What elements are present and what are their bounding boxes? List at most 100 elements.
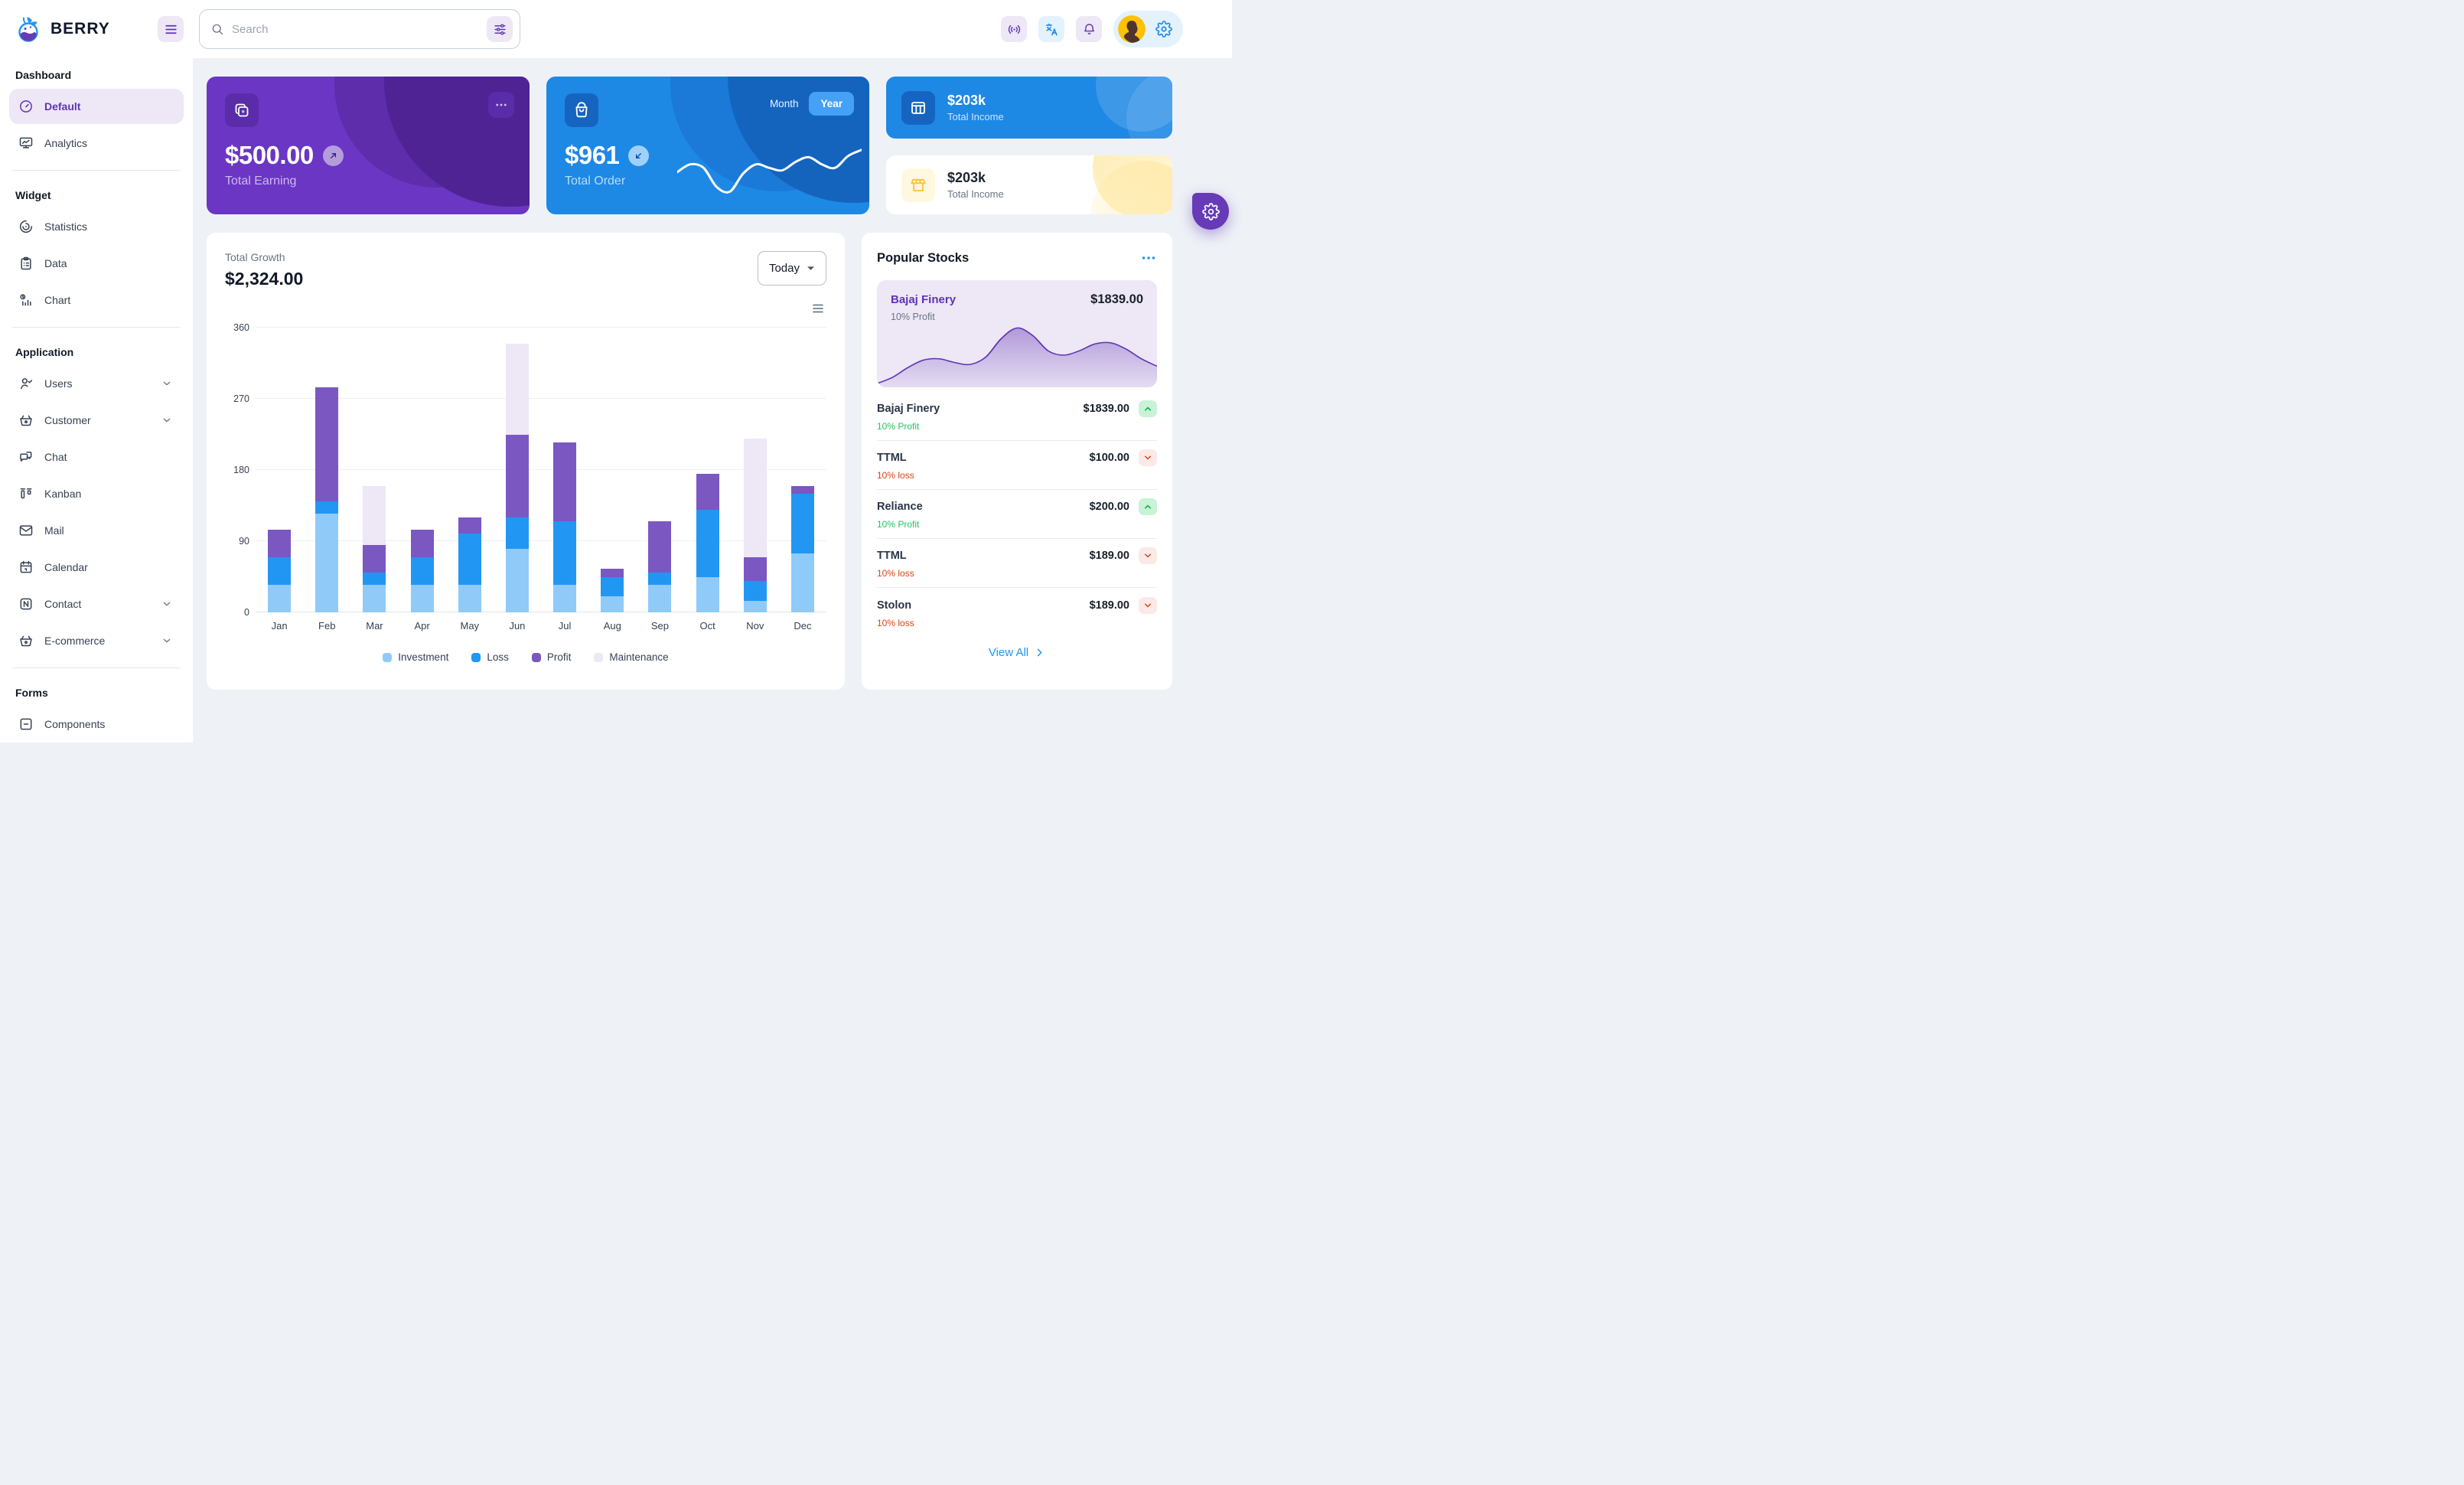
year-toggle-button[interactable]: Year [809,92,854,116]
stacked-bar [315,387,339,612]
month-toggle-button[interactable]: Month [769,98,799,109]
y-axis-tick-label: 0 [244,607,249,618]
sidebar-item-chart[interactable]: Chart [9,282,184,318]
stock-name: TTML [877,452,907,464]
sidebar-item-label: Customer [44,414,91,426]
sidebar-divider [12,327,181,328]
legend-label: Profit [546,651,572,663]
sidebar: Dashboard Default Analytics Widget Statistic… [0,58,193,742]
bar-segment-profit [410,529,434,557]
bar-segment-profit [505,434,529,518]
chevron-down-icon [161,414,173,426]
growth-label: Total Growth [225,251,285,263]
bar-segment-profit [696,474,719,510]
y-axis-tick-label: 90 [239,536,249,547]
contact-icon [18,596,34,612]
order-range-toggle: Month Year [762,92,854,116]
legend-item-investment[interactable]: Investment [383,651,448,663]
bar-segment-profit [315,387,339,502]
bar-column-dec [779,328,826,612]
stacked-bar [743,438,767,612]
profile-menu[interactable] [1113,11,1183,47]
chevron-down-icon [1139,596,1157,614]
charts-row: Total Growth $2,324.00 Today 0 90 180 270 36… [207,233,1172,690]
sidebar-item-calendar[interactable]: Calendar [9,550,184,585]
sidebar-item-default[interactable]: Default [9,89,184,124]
broadcast-icon[interactable] [1001,16,1027,42]
sidebar-item-contact[interactable]: Contact [9,586,184,622]
arrow-down-left-icon [628,145,650,166]
chart-menu-icon[interactable] [811,302,825,315]
gear-icon[interactable] [1155,21,1172,38]
brand-name: BERRY [51,20,110,38]
stock-change: 10% Profit [877,519,920,530]
translate-icon[interactable] [1038,16,1064,42]
sidebar-item-mail[interactable]: Mail [9,513,184,548]
stacked-bar [410,529,434,612]
growth-bar-chart: 0 90 180 270 360 [233,322,826,618]
sidebar-item-label: Contact [44,598,82,610]
search-input[interactable] [224,22,487,36]
total-income-card-light: $203k Total Income [886,155,1172,214]
x-axis-label: Mar [366,620,383,632]
view-all-link[interactable]: View All [877,646,1157,659]
sliders-icon[interactable] [487,16,513,42]
range-select[interactable]: Today [757,251,826,286]
legend-item-maintenance[interactable]: Maintenance [594,651,669,663]
sidebar-item-analytics[interactable]: Analytics [9,126,184,161]
menu-icon[interactable] [158,16,184,42]
bar-column-oct [684,328,732,612]
stock-name: Reliance [877,501,923,513]
earning-more-button[interactable] [488,92,514,118]
bell-icon[interactable] [1076,16,1102,42]
customizer-fab[interactable] [1192,193,1229,230]
stacked-bar [505,343,529,612]
stock-row-reliance: Reliance $200.00 10% Profit [877,490,1157,539]
legend-swatch [383,652,393,662]
gridline [256,540,826,541]
legend-item-profit[interactable]: Profit [531,651,572,663]
sidebar-item-chat[interactable]: Chat [9,439,184,475]
bar-column-nov [732,328,779,612]
order-sparkline [677,148,862,194]
x-axis-label: Feb [318,620,336,632]
sidebar-item-label: Data [44,257,67,269]
legend-item-loss[interactable]: Loss [471,651,509,663]
stock-price: $189.00 [1089,550,1129,562]
sidebar-item-statistics[interactable]: Statistics [9,209,184,244]
sidebar-item-label: Mail [44,524,64,537]
stock-row-stolon: Stolon $189.00 10% loss [877,588,1157,637]
caret-down-icon [807,266,815,271]
main-content: $500.00 Total Earning Month Year $961 To… [193,58,1232,742]
bar-segment-profit [363,545,386,573]
sidebar-item-kanban[interactable]: Kanban [9,476,184,511]
stock-name: Stolon [877,599,912,612]
gridline [256,327,826,328]
x-axis-label: Apr [414,620,430,632]
bar-segment-loss [601,576,624,597]
mail-icon [18,523,34,538]
bar-segment-investment [790,553,814,612]
storefront-icon [901,168,935,202]
sidebar-item-users[interactable]: Users [9,366,184,401]
sidebar-divider [12,170,181,171]
sidebar-item-label: Components [44,718,106,730]
x-axis-label: Dec [794,620,812,632]
header: BERRY [0,0,1232,58]
sidebar-item-customer[interactable]: Customer [9,403,184,438]
income-light-amount: $203k [947,170,986,185]
bar-segment-profit [648,521,672,573]
header-left: BERRY [0,15,193,43]
sidebar-item-data[interactable]: Data [9,246,184,281]
bar-segment-investment [505,549,529,612]
growth-x-axis-labels: Jan Feb Mar Apr May Jun Jul Aug Sep Oct Nov Dec [256,620,826,632]
stacked-bar [458,517,481,612]
logo[interactable]: BERRY [15,15,110,43]
order-label: Total Order [565,175,626,188]
bag-icon [565,93,598,127]
sidebar-item-components[interactable]: Components [9,707,184,742]
sidebar-item-e-commerce[interactable]: E-commerce [9,623,184,658]
popular-stocks-title: Popular Stocks [877,250,970,265]
sidebar-item-label: E-commerce [44,635,106,647]
stocks-more-button[interactable] [1140,250,1157,266]
